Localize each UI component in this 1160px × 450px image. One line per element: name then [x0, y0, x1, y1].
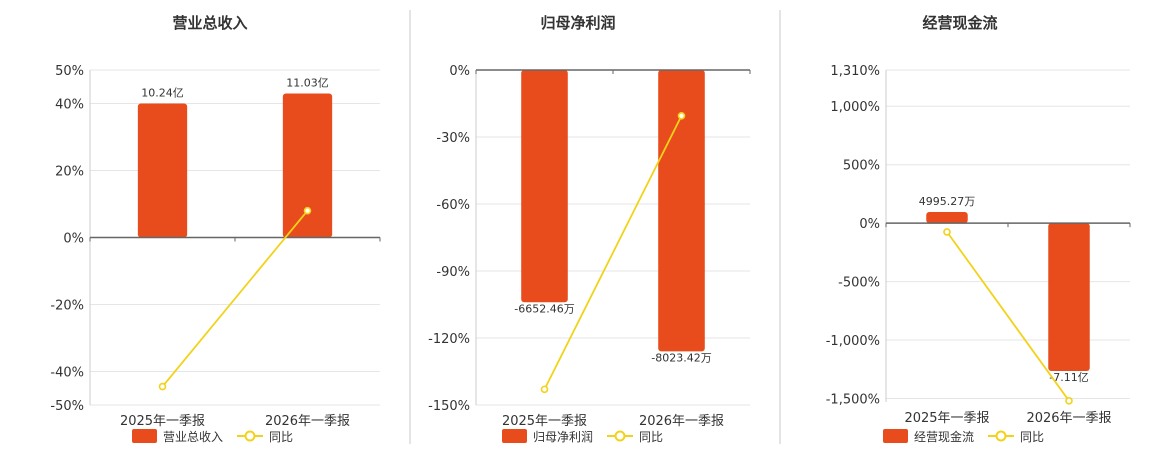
x-tick-label: 2026年一季报 [639, 414, 724, 429]
chart-title: 经营现金流 [922, 14, 997, 32]
legend-bar-swatch [883, 429, 908, 443]
x-tick-label: 2025年一季报 [120, 414, 205, 429]
yoy-point [158, 382, 167, 391]
x-tick-label: 2025年一季报 [502, 414, 587, 429]
y-tick-label: 1,310% [830, 64, 880, 79]
legend-line-marker [614, 430, 626, 442]
y-tick-label: -90% [436, 265, 470, 280]
legend-line-label: 同比 [639, 430, 663, 444]
y-tick-label: 0% [859, 217, 880, 232]
legend-bar-label: 营业总收入 [163, 430, 223, 444]
y-tick-label: 500% [843, 159, 880, 174]
y-tick-label: 50% [55, 64, 84, 79]
x-tick-label: 2026年一季报 [265, 414, 350, 429]
chart-title: 营业总收入 [172, 14, 247, 32]
y-tick-label: 20% [55, 165, 84, 180]
x-tick-label: 2026年一季报 [1026, 411, 1111, 426]
y-tick-label: -1,000% [826, 334, 880, 349]
legend-bar-label: 归母净利润 [533, 430, 593, 444]
yoy-line [543, 115, 683, 390]
y-tick-label: -60% [436, 198, 470, 213]
bar [521, 70, 568, 303]
bar-data-label: -7.11亿 [1049, 371, 1088, 384]
yoy-line [946, 231, 1070, 402]
bar-data-label: 10.24亿 [141, 87, 184, 100]
bar-data-label: 4995.27万 [919, 195, 976, 208]
bar [282, 93, 333, 238]
bar [1048, 223, 1090, 372]
y-tick-label: -1,500% [826, 392, 880, 407]
yoy-point [303, 206, 312, 215]
legend-bar-swatch [502, 429, 527, 443]
chart-title: 归母净利润 [540, 14, 615, 32]
legend-line-marker [995, 430, 1007, 442]
yoy-line [161, 210, 309, 388]
legend-line-marker [244, 430, 256, 442]
bar [926, 212, 968, 224]
y-tick-label: -30% [436, 131, 470, 146]
y-tick-label: -50% [50, 399, 84, 414]
y-tick-label: -500% [838, 276, 880, 291]
bar-data-label: -6652.46万 [514, 302, 574, 315]
bar [137, 103, 188, 238]
legend-bar-swatch [132, 429, 157, 443]
yoy-point [677, 111, 686, 120]
yoy-point [540, 385, 549, 394]
y-tick-label: 40% [55, 98, 84, 113]
legend-line-label: 同比 [1020, 430, 1044, 444]
y-tick-label: -150% [428, 399, 470, 414]
y-tick-label: 1,000% [830, 100, 880, 115]
legend-line-label: 同比 [269, 430, 293, 444]
yoy-point [943, 228, 951, 236]
x-tick-label: 2025年一季报 [904, 411, 989, 426]
yoy-point [1065, 397, 1073, 405]
y-tick-label: -20% [50, 299, 84, 314]
bar-data-label: 11.03亿 [286, 76, 329, 89]
y-tick-label: -40% [50, 366, 84, 381]
y-tick-label: 0% [449, 64, 470, 79]
y-tick-label: -120% [428, 332, 470, 347]
legend-bar-label: 经营现金流 [914, 429, 974, 444]
bar-data-label: -8023.42万 [651, 351, 711, 364]
y-tick-label: 0% [63, 232, 84, 247]
